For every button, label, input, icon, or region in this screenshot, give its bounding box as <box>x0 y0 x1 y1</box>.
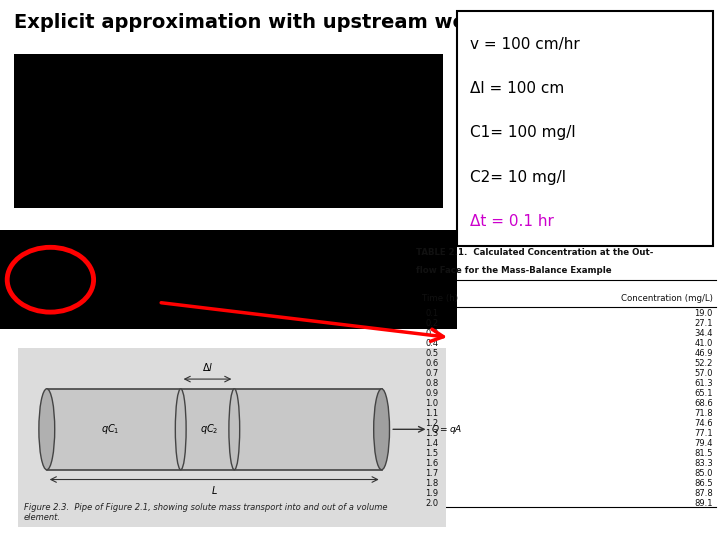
Text: 74.6: 74.6 <box>694 419 713 428</box>
Text: $\Delta l$: $\Delta l$ <box>202 361 213 373</box>
Bar <box>0 230 457 329</box>
Text: 79.4: 79.4 <box>694 438 713 448</box>
Text: 0.6: 0.6 <box>426 359 438 368</box>
Text: 89.1: 89.1 <box>694 499 713 508</box>
Text: 27.1: 27.1 <box>694 319 713 328</box>
Text: 77.1: 77.1 <box>694 429 713 438</box>
Text: 0.5: 0.5 <box>426 349 438 358</box>
Text: Figure 2.3.  Pipe of Figure 2.1, showing solute mass transport into and out of a: Figure 2.3. Pipe of Figure 2.1, showing … <box>24 503 387 522</box>
Text: 57.0: 57.0 <box>694 369 713 378</box>
Bar <box>14 54 443 208</box>
Text: 0.2: 0.2 <box>426 319 438 328</box>
Text: 61.3: 61.3 <box>694 379 713 388</box>
Text: C1= 100 mg/l: C1= 100 mg/l <box>470 125 576 140</box>
Text: 1.9: 1.9 <box>426 489 438 498</box>
Text: 1.6: 1.6 <box>426 459 438 468</box>
Text: 87.8: 87.8 <box>694 489 713 498</box>
Text: 0.3: 0.3 <box>426 329 438 338</box>
Text: v = 100 cm/hr: v = 100 cm/hr <box>470 37 580 51</box>
Text: 86.5: 86.5 <box>694 479 713 488</box>
Text: 0.9: 0.9 <box>426 389 438 398</box>
Text: 1.4: 1.4 <box>426 438 438 448</box>
Bar <box>18 348 446 526</box>
Text: 1.7: 1.7 <box>426 469 438 478</box>
Text: 0.4: 0.4 <box>426 339 438 348</box>
Text: 46.9: 46.9 <box>694 349 713 358</box>
Text: Δt = 0.1 hr: Δt = 0.1 hr <box>470 214 554 229</box>
Text: 1.8: 1.8 <box>426 479 438 488</box>
Text: TABLE 2.1.  Calculated Concentration at the Out-: TABLE 2.1. Calculated Concentration at t… <box>416 248 654 258</box>
Text: 2.0: 2.0 <box>426 499 438 508</box>
Text: 52.2: 52.2 <box>694 359 713 368</box>
Text: Δl = 100 cm: Δl = 100 cm <box>470 81 564 96</box>
Text: $Q=qA$: $Q=qA$ <box>431 423 462 436</box>
Text: 85.0: 85.0 <box>694 469 713 478</box>
Text: 0.8: 0.8 <box>426 379 438 388</box>
Bar <box>457 11 713 246</box>
Text: 19.0: 19.0 <box>694 309 713 318</box>
Text: 71.8: 71.8 <box>694 409 713 418</box>
Ellipse shape <box>39 389 55 470</box>
Text: 1.1: 1.1 <box>426 409 438 418</box>
Text: 65.1: 65.1 <box>694 389 713 398</box>
Text: 1.2: 1.2 <box>426 419 438 428</box>
Text: flow Face for the Mass-Balance Example: flow Face for the Mass-Balance Example <box>416 266 612 275</box>
Text: 1.5: 1.5 <box>426 449 438 458</box>
Text: Concentration (mg/L): Concentration (mg/L) <box>621 294 713 303</box>
Text: 68.6: 68.6 <box>694 399 713 408</box>
Ellipse shape <box>374 389 390 470</box>
Text: Time (h): Time (h) <box>422 294 458 303</box>
Text: 1.0: 1.0 <box>426 399 438 408</box>
Text: 1.3: 1.3 <box>426 429 438 438</box>
Text: 81.5: 81.5 <box>694 449 713 458</box>
Ellipse shape <box>229 389 240 470</box>
Text: C2= 10 mg/l: C2= 10 mg/l <box>470 170 566 185</box>
Text: 0.7: 0.7 <box>426 369 438 378</box>
Text: 83.3: 83.3 <box>694 459 713 468</box>
Text: $L$: $L$ <box>211 484 217 496</box>
Ellipse shape <box>176 389 186 470</box>
Text: $qC_1$: $qC_1$ <box>101 422 120 436</box>
Bar <box>47 389 382 470</box>
Text: $qC_2$: $qC_2$ <box>200 422 218 436</box>
Text: 41.0: 41.0 <box>694 339 713 348</box>
Text: 34.4: 34.4 <box>694 329 713 338</box>
Text: 0.1: 0.1 <box>426 309 438 318</box>
Text: Explicit approximation with upstream weighting: Explicit approximation with upstream wei… <box>14 14 544 32</box>
